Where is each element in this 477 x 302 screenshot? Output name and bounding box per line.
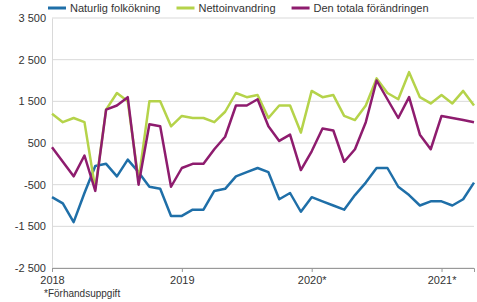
y-tick: 1 500: [18, 95, 52, 107]
legend-label: Den totala förändringen: [314, 2, 429, 14]
legend-swatch: [48, 7, 66, 10]
grid-line: [52, 59, 474, 60]
legend-label: Naturlig folkökning: [70, 2, 161, 14]
x-tick: 2021*: [428, 268, 457, 286]
y-tick: -500: [24, 179, 52, 191]
x-tick: 2019: [170, 268, 194, 286]
y-tick: 2 500: [18, 54, 52, 66]
grid-line: [52, 226, 474, 227]
y-tick-label: -1 500: [15, 220, 46, 232]
y-tick-label: -500: [24, 179, 46, 191]
series-line: [52, 81, 474, 191]
y-tick-label: 1 500: [18, 95, 46, 107]
legend: Naturlig folkökning Nettoinvandring Den to…: [48, 2, 429, 14]
x-tick-label: 2019: [170, 274, 194, 286]
y-tick-label: 500: [28, 137, 46, 149]
chart: -2 500-1 500-5005001 5002 5003 500201820…: [0, 0, 477, 302]
y-tick: 500: [28, 137, 52, 149]
y-tick-label: -2 500: [15, 262, 46, 274]
lines: [52, 72, 474, 222]
legend-swatch: [292, 7, 310, 10]
x-tick-label: 2021*: [428, 274, 457, 286]
legend-label: Nettoinvandring: [199, 2, 276, 14]
x-axis: 2018 2019 2020* 2021*: [40, 268, 474, 286]
grid: [52, 18, 474, 268]
series-line: [52, 160, 474, 223]
x-tick-mark: [442, 268, 443, 272]
y-tick-label: 2 500: [18, 54, 46, 66]
grid-line: [52, 18, 474, 19]
footnote: *Förhandsuppgift: [44, 288, 120, 299]
y-tick: -1 500: [15, 220, 52, 232]
x-tick-mark: [52, 268, 53, 272]
y-axis-line: [52, 19, 53, 269]
series-line: [52, 72, 474, 189]
x-tick-mark: [312, 268, 313, 272]
y-axis: -2 500 -1 500 -500 500 1 500 2 500 3 500: [15, 12, 53, 274]
grid-line: [52, 184, 474, 185]
x-tick: 2018: [40, 268, 64, 286]
y-tick: 3 500: [18, 12, 52, 24]
x-tick-label: 2020*: [298, 274, 327, 286]
x-tick: 2020*: [298, 268, 327, 286]
legend-swatch: [177, 7, 195, 10]
x-tick-label: 2018: [40, 274, 64, 286]
x-tick-mark: [182, 268, 183, 272]
y-tick: -2 500: [15, 262, 52, 274]
x-axis-line: [53, 269, 475, 273]
grid-line: [52, 143, 474, 144]
y-tick-label: 3 500: [18, 12, 46, 24]
